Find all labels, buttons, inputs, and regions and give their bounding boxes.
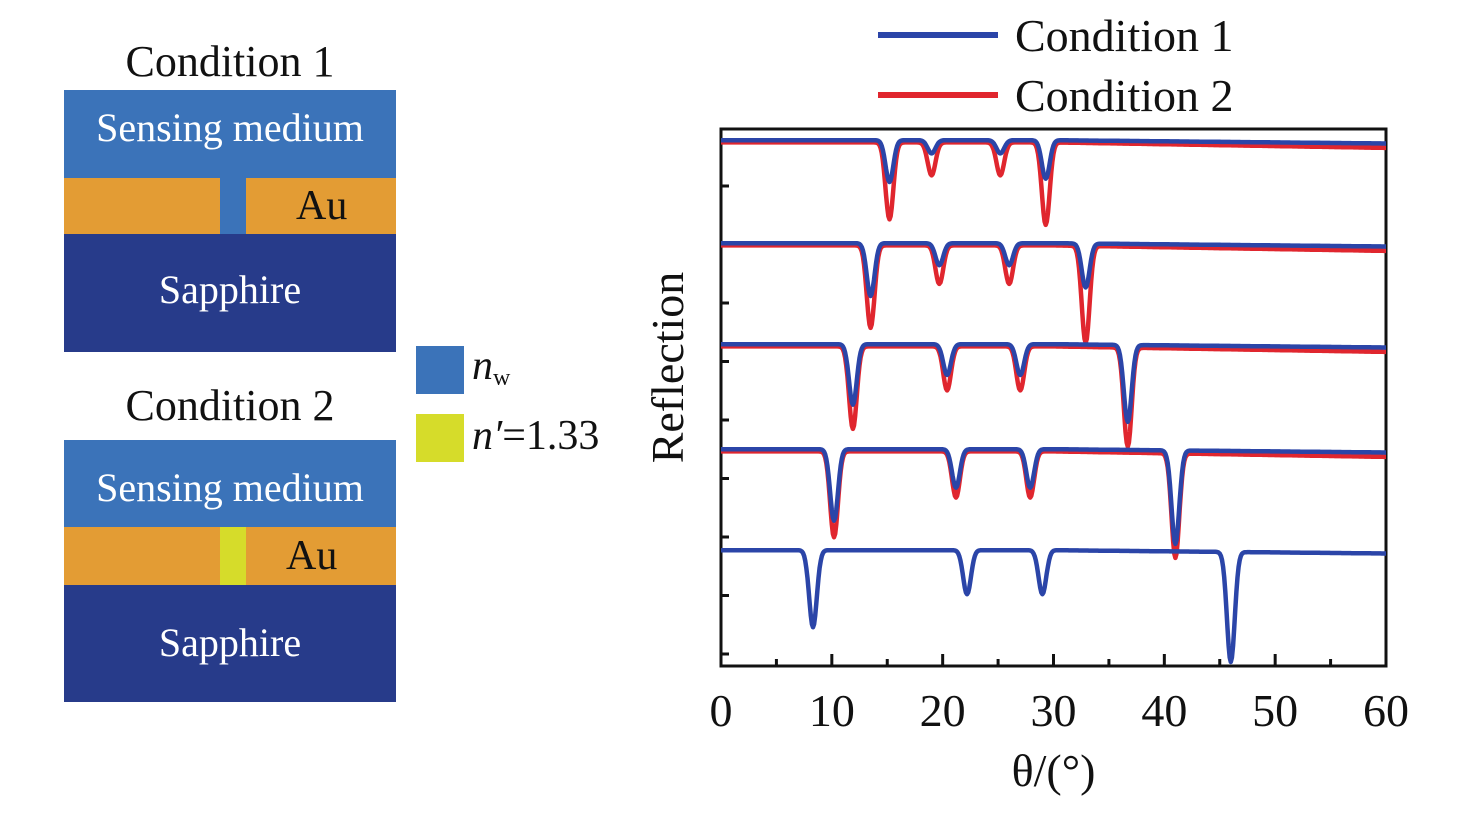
x-tick-label: 20 <box>920 685 966 736</box>
legend-label-1: Condition 1 <box>1015 10 1234 61</box>
legend-label-2: Condition 2 <box>1015 70 1234 121</box>
sapphire-label: Sapphire <box>158 620 302 665</box>
y-axis-label: Reflection <box>642 272 693 464</box>
series-line-condition2-trace1 <box>719 140 1388 228</box>
nprime-swatch <box>416 414 464 462</box>
plot-frame <box>719 127 1388 668</box>
gap-filled-nprime <box>220 527 246 585</box>
sensing-medium-label: Sensing medium <box>96 465 364 510</box>
condition1-title: Condition 1 <box>125 37 335 86</box>
nw-key-label: nw <box>472 343 511 391</box>
condition2-structure: Sensing medium Au Sapphire <box>64 440 396 702</box>
au-label: Au <box>296 183 348 229</box>
series-line-condition1-trace1 <box>719 137 1388 185</box>
series-line-condition2-trace4 <box>719 449 1388 561</box>
series-line-condition2-trace2 <box>719 243 1388 345</box>
sapphire-layer: Sapphire <box>64 234 396 352</box>
x-tick-label: 60 <box>1363 685 1409 736</box>
series-line-condition1-trace2 <box>719 240 1388 299</box>
x-tick-label: 0 <box>710 685 733 736</box>
series-line-condition1-trace4 <box>719 446 1388 547</box>
sapphire-label: Sapphire <box>158 267 302 312</box>
sensing-medium-layer: Sensing medium <box>64 440 396 527</box>
condition1-structure: Sensing medium Au Sapphire <box>64 90 396 352</box>
x-tick-label: 10 <box>809 685 855 736</box>
x-tick-label: 50 <box>1252 685 1298 736</box>
au-label: Au <box>286 533 338 579</box>
x-tick-label: 30 <box>1031 685 1077 736</box>
gap-filled-water <box>220 170 246 234</box>
sensing-medium-label: Sensing medium <box>96 105 364 150</box>
sensing-medium-layer: Sensing medium <box>64 90 396 178</box>
sapphire-layer: Sapphire <box>64 585 396 702</box>
series-line-condition1-trace5 <box>719 547 1388 665</box>
condition2-title: Condition 2 <box>125 381 335 430</box>
series-line-condition1-trace3 <box>719 341 1388 425</box>
series-line-condition2-trace3 <box>719 344 1388 449</box>
x-axis-label: θ/(°) <box>1012 745 1096 796</box>
nw-swatch <box>416 346 464 394</box>
nprime-key-label: n′=1.33 <box>472 413 600 459</box>
x-tick-label: 40 <box>1141 685 1187 736</box>
